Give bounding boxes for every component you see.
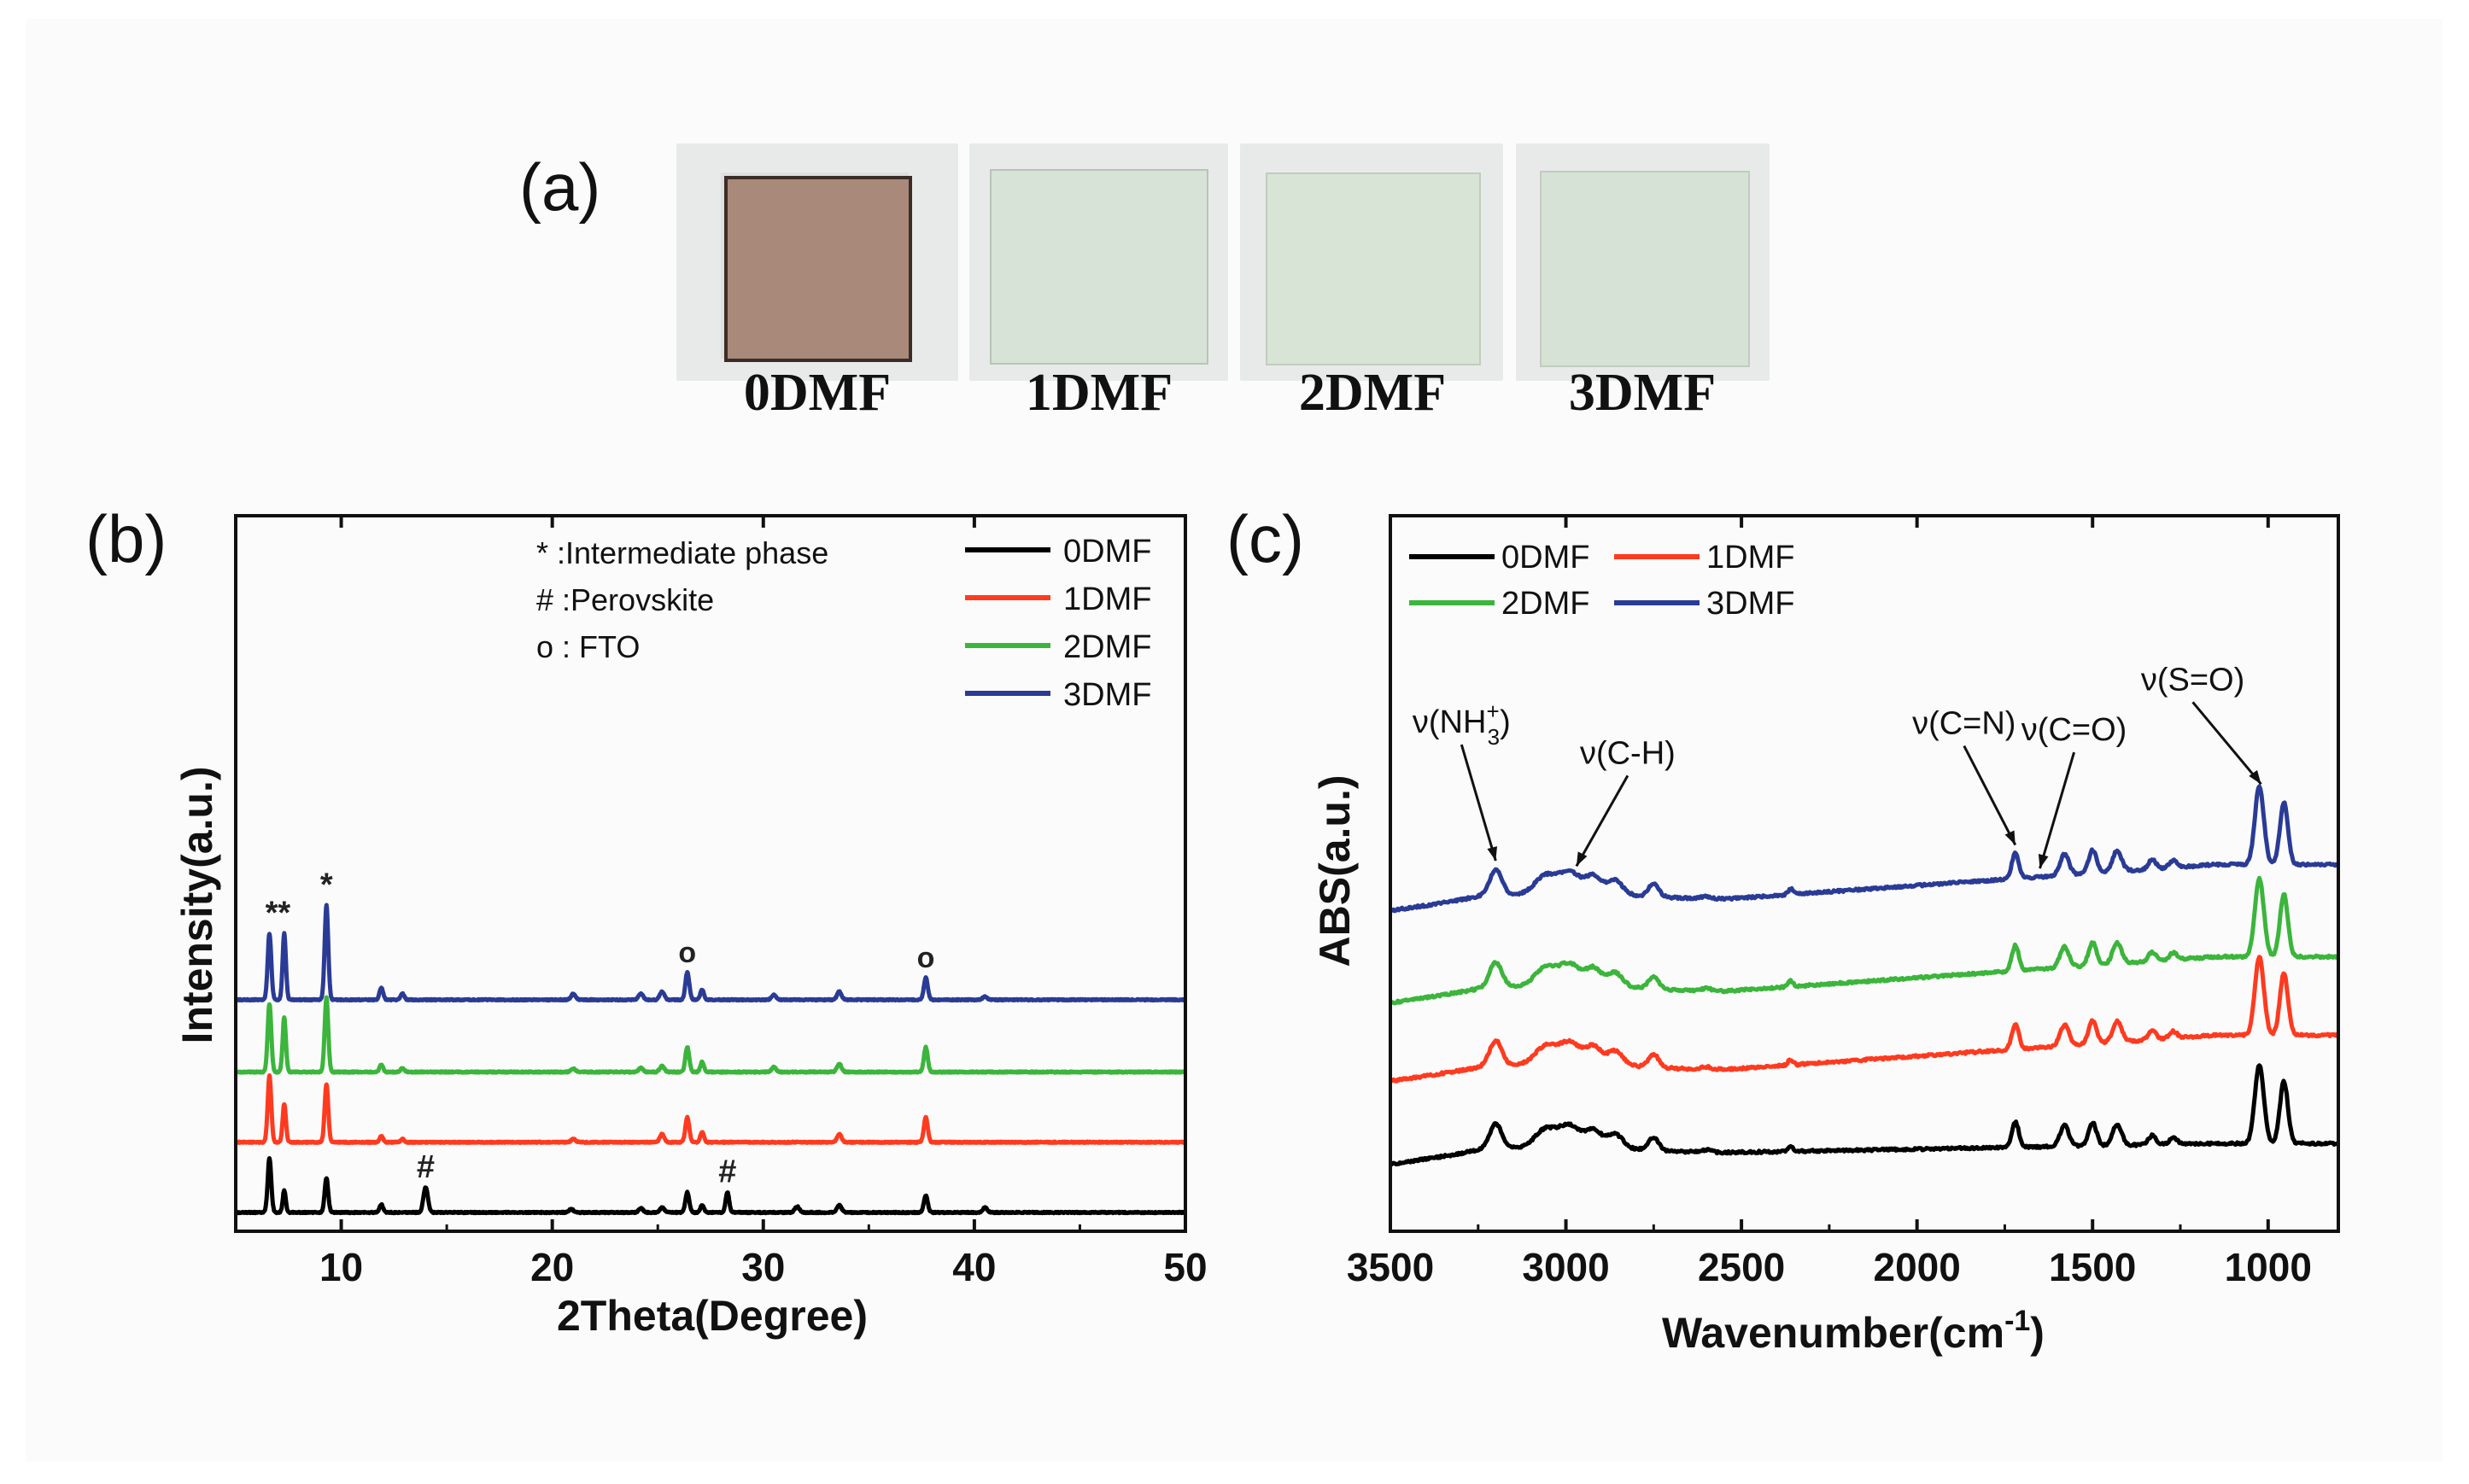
photo-label-2dmf: 2DMF [1298,364,1447,422]
photo-1dmf [969,143,1228,381]
xrd-annot-legend-2: # :Perovskite [536,582,714,617]
xrd-annotation-legend: * :Intermediate phase # :Perovskite o : … [536,535,828,664]
ftir-series-3dmf [1389,784,2340,914]
ftir-annotation-label: ν(C-H) [1580,735,1676,771]
xrd-x-tick-label: 20 [530,1245,574,1289]
ftir-axes-frame [1389,514,2340,1233]
xrd-series-1dmf [234,1073,1187,1145]
xrd-peak-mark: ** [266,895,291,931]
ftir-annotation-arrowhead [1487,846,1498,862]
xrd-peak-mark: * [320,867,333,903]
xrd-series-2dmf [234,995,1187,1075]
film-2dmf [1266,172,1481,365]
ftir-x-label: Wavenumber(cm-1) [1662,1305,2045,1357]
xrd-series-3dmf [234,903,1187,1003]
ftir-annotation-arrowhead [2038,854,2049,869]
ftir-legend-label-2dmf: 2DMF [1501,586,1589,622]
xrd-legend: 0DMF 1DMF 2DMF 3DMF [965,534,1151,713]
xrd-x-tick-label: 30 [741,1245,785,1289]
panel-c-label: (c) [1226,501,1304,576]
ftir-series-2dmf [1389,875,2340,1006]
xrd-legend-label-2dmf: 2DMF [1063,629,1151,665]
film-3dmf [1540,171,1750,367]
ftir-annotation-arrowhead [2004,830,2016,845]
xrd-series-0dmf [234,1156,1187,1216]
photo-label-0dmf: 0DMF [743,364,892,422]
ftir-legend-label-1dmf: 1DMF [1706,540,1794,575]
photo-2dmf [1240,143,1503,381]
ftir-x-tick-label: 1000 [2225,1245,2312,1289]
xrd-legend-label-3dmf: 3DMF [1063,677,1151,713]
ftir-annotation-label: ν(C=N) [1912,706,2016,742]
xrd-annot-legend-3: o : FTO [536,629,640,664]
ftir-annotation-arrowhead [2249,769,2261,785]
xrd-x-tick-label: 50 [1163,1245,1207,1289]
xrd-peak-mark: o [917,942,935,974]
xrd-peak-mark: # [718,1154,736,1190]
xrd-x-tick-label: 10 [319,1245,363,1289]
figure-frame [26,19,2443,1462]
panel-b-label: (b) [85,501,167,576]
ftir-annotation-label: ν(C=O) [2021,712,2127,748]
xrd-y-label: Intensity(a.u.) [173,766,221,1043]
ftir-annotation-arrow [2039,751,2075,869]
photo-label-3dmf: 3DMF [1568,364,1717,422]
ftir-series-1dmf [1388,955,2341,1084]
xrd-x-tick-label: 40 [952,1245,996,1289]
ftir-series-0dmf [1389,1063,2340,1167]
xrd-legend-label-0dmf: 0DMF [1063,534,1151,570]
ftir-x-label-main: Wavenumber(cm [1662,1309,2004,1357]
photo-3dmf [1516,143,1770,381]
panel-a-label: (a) [519,149,601,225]
ftir-x-tick-label: 2500 [1698,1245,1785,1289]
xrd-annot-legend-1: * :Intermediate phase [536,535,828,570]
film-1dmf [990,169,1208,365]
ftir-x-tick-label: 3000 [1522,1245,1609,1289]
ftir-annotation-arrow [2191,701,2262,786]
ftir-annotation-label: ν(NH+ 3) [1413,698,1511,750]
ftir-annotation-arrow [1460,744,1497,862]
film-0dmf [724,176,912,362]
ftir-x-label-sup: -1 [2004,1305,2030,1337]
ftir-legend: 0DMF 1DMF 2DMF 3DMF [1409,540,1794,622]
ftir-y-label: ABS(a.u.) [1311,775,1359,967]
ftir-legend-label-3dmf: 3DMF [1706,586,1794,622]
xrd-legend-label-1dmf: 1DMF [1063,581,1151,617]
photo-0dmf [676,143,958,381]
ftir-x-tick-label: 3500 [1347,1245,1434,1289]
ftir-annotation-label: ν(S=O) [2141,662,2244,698]
ftir-x-tick-label: 1500 [2049,1245,2136,1289]
ftir-x-tick-label: 2000 [1873,1245,1960,1289]
xrd-axes-frame [234,514,1187,1233]
xrd-peak-mark: # [417,1149,435,1185]
ftir-legend-label-0dmf: 0DMF [1501,540,1589,575]
ftir-annotation-arrow [1963,745,2017,846]
ftir-annotation-arrowhead [1576,851,1588,867]
ftir-annotation-arrow [1575,774,1629,868]
ftir-x-label-close: ) [2030,1309,2045,1357]
photo-label-1dmf: 1DMF [1025,364,1173,422]
xrd-x-label: 2Theta(Degree) [557,1292,868,1340]
xrd-peak-mark: o [678,937,696,969]
